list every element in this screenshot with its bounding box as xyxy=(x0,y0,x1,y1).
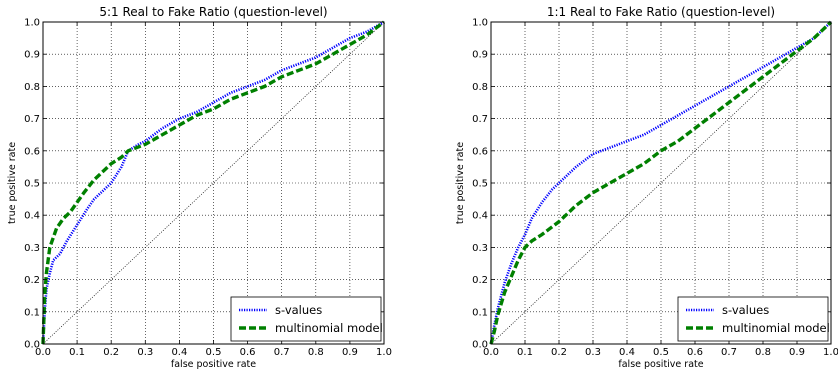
y-tick-label: 0.7 xyxy=(24,114,40,125)
y-tick-label: 0.1 xyxy=(24,307,40,318)
x-tick-label: 0.4 xyxy=(619,347,635,358)
x-tick-label: 0.3 xyxy=(137,347,153,358)
x-axis-label: false positive rate xyxy=(171,359,256,370)
legend-box xyxy=(230,296,382,342)
x-tick-label: 0.9 xyxy=(342,347,358,358)
axis-ticks: 0.0 0.1 0.2 0.3 0.4 0.5 0.6 0.7 0.8 0.9 1.0 0.0 0.1 0… xyxy=(472,18,838,359)
x-tick-label: 0.7 xyxy=(274,347,290,358)
legend-entry: multinomial model xyxy=(722,321,830,335)
y-axis-label: true positive rate xyxy=(7,142,18,224)
x-tick-label: 0.8 xyxy=(308,347,324,358)
x-tick-label: 0.0 xyxy=(483,347,499,358)
y-tick-label: 0.8 xyxy=(24,82,40,93)
y-tick-label: 0.8 xyxy=(472,82,488,93)
legend: s-values multinomial model xyxy=(230,296,383,342)
y-axis-label: true positive rate xyxy=(455,142,466,224)
y-tick-label: 0.6 xyxy=(24,146,40,157)
legend-entry: multinomial model xyxy=(275,321,383,335)
legend-entry: s-values xyxy=(722,303,769,317)
x-tick-label: 0.0 xyxy=(35,347,51,358)
y-tick-label: 1.0 xyxy=(472,18,488,29)
y-tick-label: 1.0 xyxy=(24,18,40,29)
y-tick-label: 0.5 xyxy=(472,179,488,190)
x-axis-label: false positive rate xyxy=(618,359,703,370)
axis-ticks: 0.0 0.1 0.2 0.3 0.4 0.5 0.6 0.7 0.8 0.9 1.0 0.0 0.1 0… xyxy=(24,18,392,359)
legend-box xyxy=(677,296,829,342)
y-tick-label: 0.7 xyxy=(472,114,488,125)
y-tick-label: 0.0 xyxy=(24,340,40,351)
x-tick-label: 0.6 xyxy=(687,347,703,358)
series-line-s-values xyxy=(489,21,832,345)
chance-diagonal xyxy=(490,21,832,345)
y-tick-label: 0.5 xyxy=(24,179,40,190)
y-tick-label: 0.4 xyxy=(24,211,40,222)
y-tick-label: 0.6 xyxy=(472,146,488,157)
roc-panel-2: 0.0 0.1 0.2 0.3 0.4 0.5 0.6 0.7 0.8 0.9 1.0 0.0 0.1 0… xyxy=(455,5,838,370)
x-tick-label: 0.5 xyxy=(206,347,222,358)
y-tick-label: 0.3 xyxy=(24,243,40,254)
legend: s-values multinomial model xyxy=(677,296,830,342)
y-tick-label: 0.2 xyxy=(472,275,488,286)
legend-entry: s-values xyxy=(275,303,322,317)
x-tick-label: 0.1 xyxy=(517,347,533,358)
series-line-multinomial-model xyxy=(41,20,386,345)
x-tick-label: 0.2 xyxy=(103,347,119,358)
y-tick-label: 0.4 xyxy=(472,211,488,222)
x-tick-label: 0.3 xyxy=(585,347,601,358)
x-tick-label: 0.7 xyxy=(721,347,737,358)
x-tick-label: 1.0 xyxy=(823,347,838,358)
roc-panel-1: 0.0 0.1 0.2 0.3 0.4 0.5 0.6 0.7 0.8 0.9 1.0 0.0 0.1 0… xyxy=(7,5,392,370)
y-tick-label: 0.3 xyxy=(472,243,488,254)
x-tick-label: 1.0 xyxy=(376,347,392,358)
x-tick-label: 0.4 xyxy=(171,347,187,358)
x-tick-label: 0.1 xyxy=(69,347,85,358)
y-tick-label: 0.9 xyxy=(24,50,40,61)
y-tick-label: 0.0 xyxy=(472,340,488,351)
x-tick-label: 0.6 xyxy=(240,347,256,358)
x-tick-label: 0.2 xyxy=(551,347,567,358)
chart-title: 5:1 Real to Fake Ratio (question-level) xyxy=(99,5,327,19)
x-tick-label: 0.8 xyxy=(755,347,771,358)
chance-diagonal xyxy=(42,21,385,345)
series-line-multinomial-model xyxy=(489,20,833,345)
y-tick-label: 0.1 xyxy=(472,307,488,318)
y-tick-label: 0.2 xyxy=(24,275,40,286)
x-tick-label: 0.5 xyxy=(653,347,669,358)
y-tick-label: 0.9 xyxy=(472,50,488,61)
x-tick-label: 0.9 xyxy=(789,347,805,358)
chart-title: 1:1 Real to Fake Ratio (question-level) xyxy=(547,5,775,19)
